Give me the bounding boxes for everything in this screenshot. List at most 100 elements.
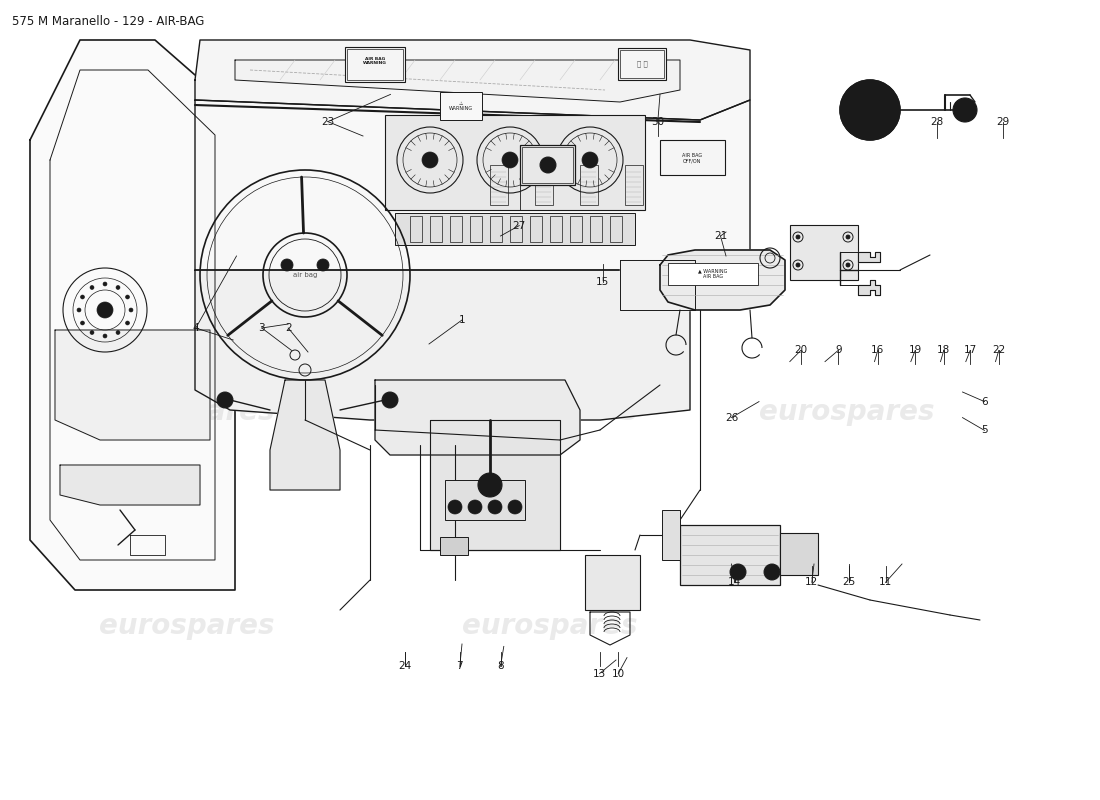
Circle shape [90,286,94,290]
Text: 22: 22 [992,346,1005,355]
Text: 25: 25 [843,578,856,587]
Circle shape [217,392,233,408]
Bar [780,533,818,575]
Text: 7: 7 [456,662,463,671]
Circle shape [129,308,133,312]
Text: 19: 19 [909,346,922,355]
Polygon shape [60,465,200,505]
Text: 14: 14 [728,578,741,587]
Text: 13: 13 [593,669,606,678]
Text: eurospares: eurospares [759,398,935,426]
Text: 20: 20 [794,346,807,355]
Polygon shape [195,100,750,270]
Text: 21: 21 [714,231,727,241]
Text: AIR BAG
WARNING: AIR BAG WARNING [363,57,387,66]
Bar [610,216,621,242]
Circle shape [280,259,293,271]
Text: 4: 4 [192,323,199,333]
Bar [620,50,664,78]
Text: ⬛ ⬛: ⬛ ⬛ [637,61,648,67]
Polygon shape [195,40,750,120]
Text: 9: 9 [835,346,842,355]
Text: air bag: air bag [293,272,317,278]
Polygon shape [375,380,580,455]
Bar [490,216,502,242]
Bar [440,537,467,555]
Bar [346,49,403,80]
Text: 575 M Maranello - 129 - AIR-BAG: 575 M Maranello - 129 - AIR-BAG [12,15,205,28]
Polygon shape [195,270,690,420]
Bar [625,165,644,205]
Polygon shape [430,420,560,550]
Bar [570,216,582,242]
Bar [530,216,542,242]
Polygon shape [55,330,210,440]
Circle shape [116,330,120,334]
Circle shape [846,263,850,267]
Bar [395,213,635,245]
Circle shape [103,334,107,338]
Bar [550,216,562,242]
Bar [680,525,780,585]
Text: 23: 23 [321,117,334,126]
Text: 29: 29 [997,117,1010,126]
Text: 3: 3 [258,323,265,333]
Bar [440,92,482,120]
Polygon shape [270,380,340,490]
Circle shape [103,282,107,286]
Text: eurospares: eurospares [99,611,275,640]
Circle shape [478,473,502,497]
Bar [446,480,525,520]
Circle shape [796,263,800,267]
Bar [430,216,442,242]
Circle shape [840,80,900,140]
Circle shape [953,98,977,122]
Circle shape [448,500,462,514]
Circle shape [502,152,518,168]
Text: 17: 17 [964,346,977,355]
Bar [345,47,405,82]
Circle shape [846,235,850,239]
Text: 6: 6 [981,397,988,406]
Circle shape [540,157,556,173]
Text: ▲ WARNING
AIR BAG: ▲ WARNING AIR BAG [698,269,728,279]
Text: 8: 8 [497,662,504,671]
Circle shape [468,500,482,514]
Text: 12: 12 [805,578,818,587]
Circle shape [856,96,884,124]
Text: ⚠
WARNING: ⚠ WARNING [449,101,473,111]
Bar [510,216,522,242]
Bar [662,510,680,560]
Polygon shape [858,280,880,295]
Text: 28: 28 [931,117,944,126]
Bar [520,145,575,185]
Circle shape [80,321,85,325]
Text: 5: 5 [981,426,988,435]
Text: 1: 1 [459,315,465,325]
Circle shape [116,286,120,290]
Circle shape [764,564,780,580]
Bar [590,216,602,242]
Bar [522,147,573,183]
Polygon shape [30,40,235,590]
Text: eurospares: eurospares [462,611,638,640]
Text: 26: 26 [725,413,738,422]
Text: 11: 11 [879,578,892,587]
Polygon shape [858,252,880,262]
Circle shape [582,152,598,168]
Text: 15: 15 [596,277,609,286]
Circle shape [382,392,398,408]
Bar [410,216,422,242]
Text: 2: 2 [285,323,292,333]
Circle shape [80,295,85,299]
Bar [585,555,640,610]
Circle shape [796,235,800,239]
Circle shape [730,564,746,580]
Circle shape [125,295,130,299]
Circle shape [317,259,329,271]
Bar [450,216,462,242]
Circle shape [90,330,94,334]
Circle shape [508,500,522,514]
Text: eurospares: eurospares [462,398,638,426]
Bar [580,165,598,205]
